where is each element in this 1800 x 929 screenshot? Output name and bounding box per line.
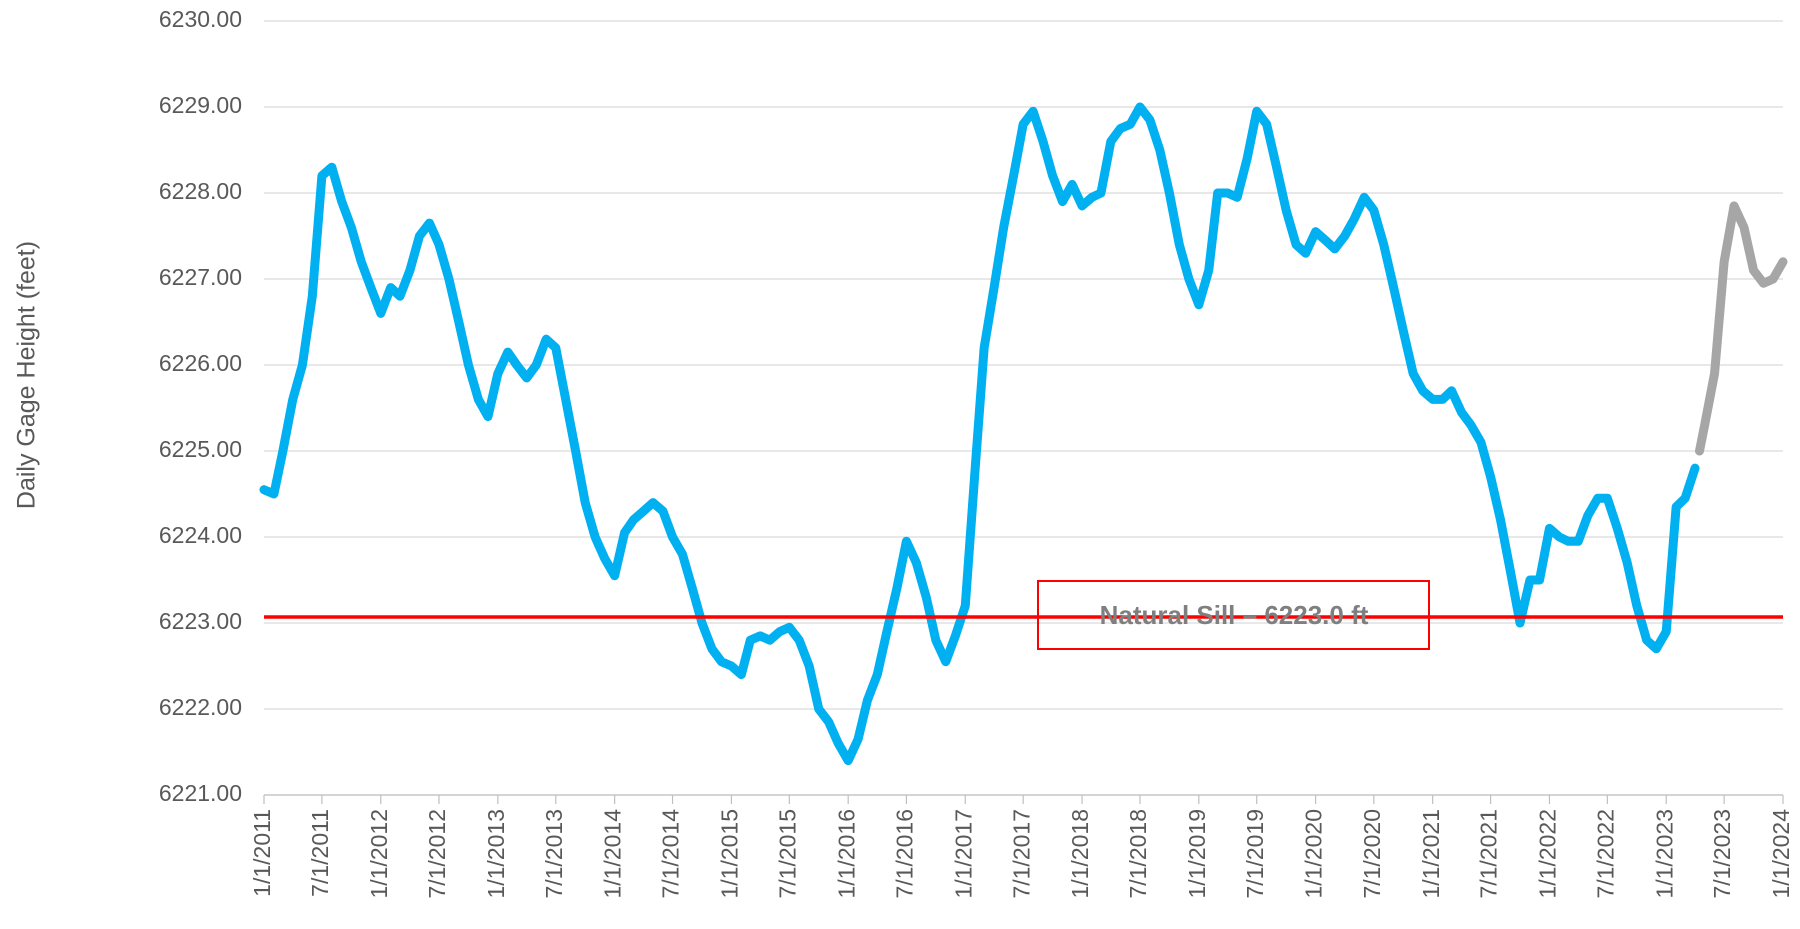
y-tick-label: 6230.00 bbox=[159, 6, 242, 32]
y-tick-label: 6226.00 bbox=[159, 350, 242, 376]
x-tick-label: 1/1/2023 bbox=[1651, 809, 1677, 899]
x-tick-label: 1/1/2017 bbox=[950, 809, 976, 899]
x-tick-label: 7/1/2021 bbox=[1476, 809, 1502, 899]
x-tick-label: 1/1/2015 bbox=[716, 809, 742, 899]
annotation-box bbox=[1037, 580, 1430, 650]
x-tick-label: 7/1/2020 bbox=[1359, 809, 1385, 899]
x-tick-label: 1/1/2019 bbox=[1184, 809, 1210, 899]
annotation-text: Natural Sill – 6223.0 ft bbox=[1100, 600, 1369, 630]
x-tick-label: 1/1/2011 bbox=[249, 809, 275, 897]
y-axis-label: Daily Gage Height (feet) bbox=[13, 241, 41, 509]
x-tick-label: 7/1/2018 bbox=[1125, 809, 1151, 899]
x-tick-label: 7/1/2017 bbox=[1008, 809, 1034, 899]
data-line bbox=[259, 102, 1700, 766]
x-tick-label: 1/1/2024 bbox=[1768, 809, 1794, 899]
x-tick-label: 7/1/2014 bbox=[658, 809, 684, 899]
x-tick-label: 1/1/2013 bbox=[483, 809, 509, 899]
x-tick-label: 1/1/2014 bbox=[600, 809, 626, 899]
y-tick-label: 6229.00 bbox=[159, 92, 242, 118]
x-tick-label: 1/1/2018 bbox=[1067, 809, 1093, 899]
x-tick-label: 1/1/2012 bbox=[366, 809, 392, 899]
y-tick-label: 6222.00 bbox=[159, 694, 242, 720]
y-tick-label: 6227.00 bbox=[159, 264, 242, 290]
x-tick-label: 1/1/2022 bbox=[1535, 809, 1561, 899]
x-tick-label: 7/1/2019 bbox=[1242, 809, 1268, 899]
x-tick-label: 7/1/2022 bbox=[1592, 809, 1618, 899]
data-line bbox=[1695, 201, 1788, 456]
x-tick-label: 1/1/2020 bbox=[1301, 809, 1327, 899]
x-tick-label: 1/1/2021 bbox=[1418, 809, 1444, 899]
y-tick-label: 6223.00 bbox=[159, 608, 242, 634]
x-tick-label: 7/1/2013 bbox=[541, 809, 567, 899]
x-tick-label: 7/1/2016 bbox=[891, 809, 917, 899]
y-tick-label: 6225.00 bbox=[159, 436, 242, 462]
y-tick-label: 6221.00 bbox=[159, 780, 242, 806]
y-tick-label: 6228.00 bbox=[159, 178, 242, 204]
x-tick-label: 7/1/2015 bbox=[774, 809, 800, 899]
x-tick-label: 1/1/2016 bbox=[833, 809, 859, 899]
x-tick-label: 7/1/2012 bbox=[424, 809, 450, 899]
x-tick-label: 7/1/2023 bbox=[1709, 809, 1735, 899]
y-tick-label: 6224.00 bbox=[159, 522, 242, 548]
x-tick-label: 7/1/2011 bbox=[307, 809, 333, 897]
